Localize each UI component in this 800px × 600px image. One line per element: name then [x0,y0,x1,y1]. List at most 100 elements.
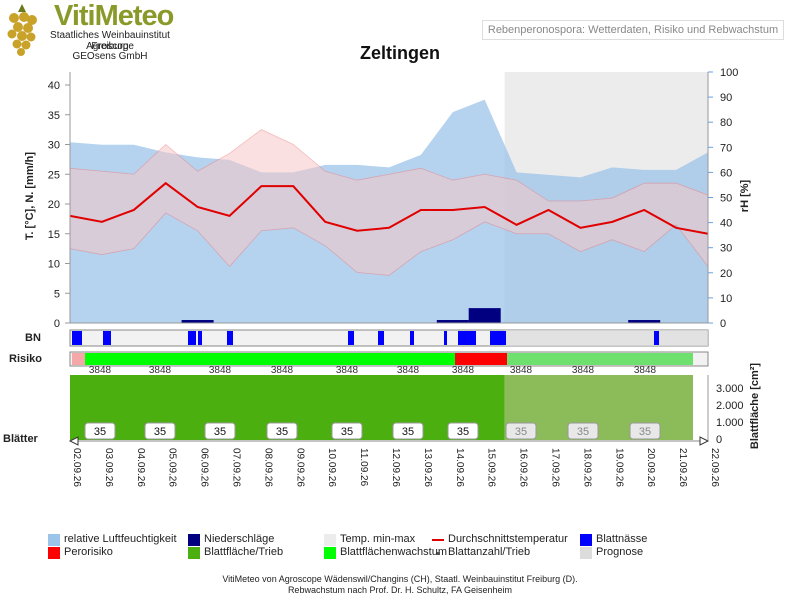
logo-line-3: GEOsens GmbH [72,51,148,62]
date-tick-label: 09.09.26 [294,448,305,487]
row-label-risiko: Risiko [9,353,43,365]
legend-label: Temp. min-max [340,533,416,545]
station-title: Zeltingen [360,43,440,63]
header-title: Rebenperonospora: Wetterdaten, Risiko un… [482,20,784,40]
legend-label: Perorisiko [64,546,113,558]
legend-swatch [580,547,592,559]
date-tick-label: 04.09.26 [135,448,146,487]
legend-label: Durchschnittstemperatur [448,533,568,545]
leaf-area-value: 3848 [572,365,595,376]
date-tick-label: 14.09.26 [454,448,465,487]
leaf-wetness-mark [490,331,506,345]
legend-swatch [324,547,336,559]
leaf-wetness-mark [72,331,82,345]
leaf-area-value: 3848 [452,365,475,376]
date-tick-label: 02.09.26 [71,448,82,487]
legend-swatch [324,534,336,546]
leaf-count-badge [331,422,363,440]
left-tick-label: 10 [48,259,60,271]
leaf-tick-label: 2.000 [716,400,744,412]
right-tick-label: 20 [720,268,732,280]
legend-label: Blattanzahl/Trieb [448,546,531,558]
legend: relative Luftfeuchtigkeit Niederschläge Te… [0,530,800,564]
leaf-count-value: 35 [577,426,589,438]
left-tick-label: 5 [54,288,60,300]
right-tick-label: 70 [720,142,732,154]
leaf-count-value: 35 [154,426,166,438]
left-tick-label: 30 [48,140,60,152]
leaf-wetness-mark [188,331,196,345]
leaf-tick-label: 0 [716,434,722,446]
leaf-count-value: 35 [457,426,469,438]
rain-bar [436,320,469,323]
row-label-bn: BN [25,332,41,344]
series-avg-temp-line [69,181,709,235]
date-tick-label: 17.09.26 [550,448,561,487]
date-tick-label: 08.09.26 [262,448,273,487]
date-tick-label: 18.09.26 [581,448,592,487]
scroll-left-arrow [68,436,79,446]
date-tick-label: 05.09.26 [167,448,178,487]
legend-label: Niederschläge [204,533,275,545]
right-tick-label: 90 [720,92,732,104]
rain-bar [181,320,214,323]
legend-swatch [437,552,440,555]
leaf-wetness-mark [227,331,233,345]
leaf-area-value: 3848 [510,365,533,376]
leaf-wetness-mark [444,331,447,345]
leaf-wetness-mark [348,331,354,345]
bn-forecast [504,330,708,346]
leaf-count-badge [629,422,661,440]
logo-grape-icon [4,2,40,60]
logo-title: VitiMeteo [54,0,174,32]
right-tick-label: 100 [720,67,738,79]
date-tick-label: 06.09.26 [199,448,210,487]
left-tick-label: 15 [48,229,60,241]
leaf-count-value: 35 [341,426,353,438]
leaf-count-value: 35 [94,426,106,438]
leaf-area-value: 3848 [89,365,112,376]
left-tick-label: 20 [48,199,60,211]
date-tick-label: 07.09.26 [231,448,242,487]
leaf-count-badge [84,422,116,440]
left-tick-label: 40 [48,80,60,92]
date-tick-label: 11.09.26 [358,448,369,487]
leaf-count-badge [266,422,298,440]
date-tick-label: 15.09.26 [486,448,497,487]
date-tick-label: 19.09.26 [613,448,624,487]
rain-bar [628,320,661,323]
leaf-count-value: 35 [214,426,226,438]
legend-swatch [48,547,60,559]
leaf-count-value: 35 [276,426,288,438]
leaf-count-badge [204,422,236,440]
date-tick-label: 13.09.26 [422,448,433,487]
right-tick-label: 50 [720,193,732,205]
risk-low-mark [72,353,85,365]
legend-label: Blattflächenwachstum [340,546,447,558]
leaf-count-badge [447,422,479,440]
row-label-blaetter: Blätter [3,433,38,445]
legend-swatch [188,547,200,559]
date-tick-label: 16.09.26 [518,448,529,487]
scroll-right-arrow [699,436,710,446]
date-tick-label: 21.09.26 [677,448,688,487]
date-tick-label: 22.09.26 [709,448,720,487]
leaf-count-value: 35 [515,426,527,438]
footer-line-1: VitiMeteo von Agroscope Wädenswil/Changi… [222,574,578,584]
leaf-area-value: 3848 [271,365,294,376]
leaf-wetness-mark [654,331,659,345]
leaf-count-badge [505,422,537,440]
leaf-area-value: 3848 [149,365,172,376]
legend-swatch [580,534,592,546]
legend-label: relative Luftfeuchtigkeit [64,533,177,545]
leaf-wetness-mark [198,331,202,345]
right-tick-label: 10 [720,293,732,305]
leaf-wetness-mark [410,331,414,345]
leaf-area-value: 3848 [397,365,420,376]
left-tick-label: 35 [48,110,60,122]
legend-label: Blattnässe [596,533,648,545]
leaf-count-value: 35 [402,426,414,438]
right-tick-label: 60 [720,167,732,179]
leaf-area-value: 3848 [634,365,657,376]
right-tick-label: 40 [720,218,732,230]
